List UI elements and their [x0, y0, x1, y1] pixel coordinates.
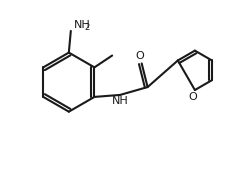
Text: O: O	[188, 92, 197, 102]
Text: NH: NH	[112, 96, 128, 106]
Text: NH: NH	[74, 20, 91, 30]
Text: O: O	[135, 52, 144, 62]
Text: 2: 2	[84, 23, 89, 32]
